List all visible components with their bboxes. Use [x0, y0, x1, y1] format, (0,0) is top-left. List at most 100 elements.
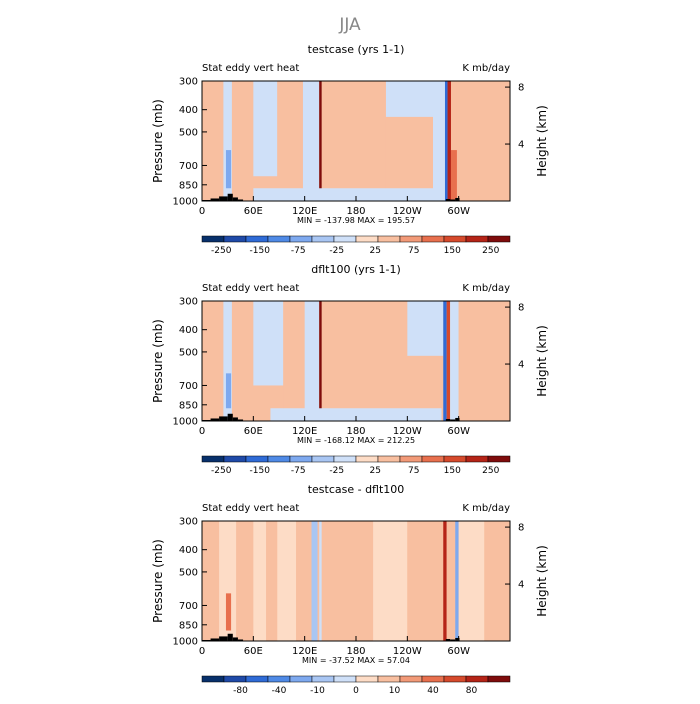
y2-tick-label: 8 [518, 303, 524, 314]
colorbar-label: 250 [482, 466, 499, 476]
colorbar-label: 75 [408, 466, 419, 476]
min-max-stats: MIN = -137.98 MAX = 195.57 [297, 216, 415, 225]
panel-left-label: Stat eddy vert heat [202, 63, 299, 74]
min-max-stats: MIN = -37.52 MAX = 57.04 [302, 656, 410, 665]
field-band [443, 521, 447, 641]
topography-block [227, 413, 233, 421]
colorbar-box [443, 455, 467, 463]
colorbar-box [399, 675, 423, 683]
field-band [225, 593, 232, 631]
colorbar-box [399, 235, 423, 243]
topography-block [455, 197, 460, 201]
y-tick-label: 500 [179, 567, 198, 578]
field-band [302, 81, 320, 201]
topography-block [445, 198, 451, 201]
y-tick-label: 300 [179, 517, 198, 528]
field-band [450, 150, 457, 201]
field-band [319, 301, 322, 421]
colorbar-box [289, 235, 313, 243]
y-tick-label: 500 [179, 127, 198, 138]
field-band [225, 373, 232, 409]
panel-units-label: K mb/day [462, 63, 510, 74]
panel-left-label: Stat eddy vert heat [202, 503, 299, 514]
y-tick-label: 300 [179, 297, 198, 308]
topography-block [219, 416, 228, 421]
y-axis-label: Pressure (mb) [151, 319, 165, 403]
min-max-stats: MIN = -168.12 MAX = 212.25 [297, 436, 415, 445]
y-tick-label: 400 [179, 545, 198, 556]
y-tick-label: 850 [179, 620, 198, 631]
topography-block [450, 199, 456, 201]
x-tick-label: 60E [244, 646, 263, 657]
colorbar-label: 40 [427, 686, 439, 696]
topography-block [219, 636, 228, 641]
panel-1: testcase (yrs 1-1) Stat eddy vert heat K m… [151, 43, 549, 256]
field-band [321, 81, 386, 201]
colorbar-box [223, 455, 247, 463]
y2-tick-label: 4 [518, 580, 524, 591]
field-band [277, 521, 297, 641]
field-bands [202, 81, 510, 201]
colorbar-box [289, 675, 313, 683]
topography-block [210, 198, 220, 201]
y2-tick-label: 4 [518, 360, 524, 371]
colorbar-box [267, 675, 291, 683]
field-band [236, 521, 254, 641]
colorbar-label: -25 [329, 246, 344, 256]
colorbar-label: 150 [444, 246, 461, 256]
colorbar-box [443, 675, 467, 683]
topography-block [219, 196, 228, 201]
y2-tick-label: 8 [518, 83, 524, 94]
colorbar-box [399, 455, 423, 463]
colorbar-box [333, 455, 357, 463]
y-tick-label: 400 [179, 325, 198, 336]
field-band [283, 301, 305, 421]
field-band [319, 521, 322, 641]
field-band [277, 81, 303, 201]
topography-block [232, 417, 238, 421]
topography-block [237, 199, 244, 201]
x-tick-label: 60E [244, 426, 263, 437]
colorbar-box [333, 235, 357, 243]
field-band [446, 521, 456, 641]
panel-title: testcase (yrs 1-1) [308, 43, 405, 56]
colorbar-box [355, 675, 379, 683]
x-tick-label: 180 [346, 206, 365, 217]
x-tick-label: 120E [292, 206, 317, 217]
x-tick-label: 60W [447, 646, 470, 657]
field-band [433, 81, 445, 201]
field-band [231, 301, 254, 421]
colorbar-label: -75 [291, 246, 306, 256]
field-bands [202, 521, 510, 641]
x-tick-label: 120W [393, 426, 422, 437]
y-tick-label: 400 [179, 105, 198, 116]
x-tick-label: 60W [447, 426, 470, 437]
field-band [407, 521, 444, 641]
topography-block [445, 638, 451, 641]
colorbar-box [289, 455, 313, 463]
topography-block [210, 418, 220, 421]
colorbar-box [201, 235, 225, 243]
topography-block [455, 417, 460, 421]
topography-block [237, 639, 244, 641]
y-tick-label: 1000 [173, 417, 198, 428]
colorbar-box [245, 235, 269, 243]
field-band [385, 81, 433, 117]
colorbar-label: 250 [482, 246, 499, 256]
y2-tick-label: 8 [518, 523, 524, 534]
field-band [450, 301, 459, 421]
colorbar-box [487, 235, 511, 243]
panel-left-label: Stat eddy vert heat [202, 283, 299, 294]
colorbar-label: -10 [310, 686, 325, 696]
colorbar-label: 10 [389, 686, 401, 696]
colorbar-box [311, 455, 335, 463]
field-band [484, 521, 510, 641]
y-axis-label: Pressure (mb) [151, 99, 165, 183]
field-band [458, 301, 510, 421]
colorbar-label: 25 [370, 246, 381, 256]
colorbar-box [377, 675, 401, 683]
colorbar-label: 150 [444, 466, 461, 476]
x-tick-label: 120W [393, 206, 422, 217]
colorbar-box [245, 455, 269, 463]
